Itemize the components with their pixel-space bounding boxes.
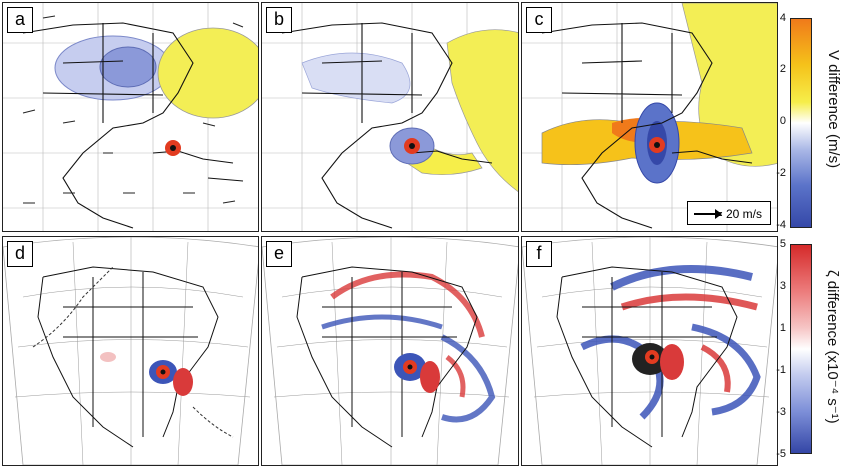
cbar-top-tick: -4 — [776, 219, 786, 231]
cbar-top-tick: 2 — [779, 63, 786, 75]
panel-d: d — [2, 236, 259, 466]
panel-label: f — [526, 241, 552, 267]
colorbar-vorticity-difference — [790, 244, 812, 454]
panel-a: a — [2, 2, 259, 232]
panel-f: f — [521, 236, 778, 466]
cbar-bottom-tick: 1 — [779, 322, 786, 334]
cbar-bottom-tick: 5 — [779, 238, 786, 250]
wind-vectors — [22, 15, 244, 204]
colorbar-v-difference — [790, 18, 812, 228]
map-e — [262, 237, 518, 465]
map-a — [3, 3, 258, 231]
cbar-top-tick: -2 — [776, 167, 786, 179]
cbar-bottom-tick: -5 — [776, 448, 786, 460]
map-b — [262, 3, 518, 231]
panel-label: a — [7, 7, 33, 33]
cbar-top-tick: 0 — [779, 115, 786, 127]
cbar-bottom-tick: 3 — [779, 280, 786, 292]
panel-label: b — [266, 7, 292, 33]
panel-label: c — [526, 7, 552, 33]
cbar-bottom-tick: -3 — [776, 406, 786, 418]
cbar-top-title: V difference (m/s) — [825, 50, 842, 169]
panel-b: b — [261, 2, 519, 232]
panel-label: d — [7, 241, 33, 267]
panel-c: c = 20 m/s — [521, 2, 778, 232]
cbar-bottom-title: ζ difference (x10⁻⁴ s⁻¹) — [824, 270, 841, 424]
map-c — [522, 3, 777, 231]
map-d — [3, 237, 258, 465]
vector-scale-key: = 20 m/s — [687, 201, 771, 225]
cbar-bottom-tick: -1 — [776, 364, 786, 376]
cbar-top-tick: 4 — [779, 12, 786, 24]
map-f — [522, 237, 777, 465]
arrow-icon — [694, 209, 722, 219]
panel-e: e — [261, 236, 519, 466]
vector-key-label: = 20 m/s — [715, 207, 762, 221]
panel-label: e — [266, 241, 292, 267]
